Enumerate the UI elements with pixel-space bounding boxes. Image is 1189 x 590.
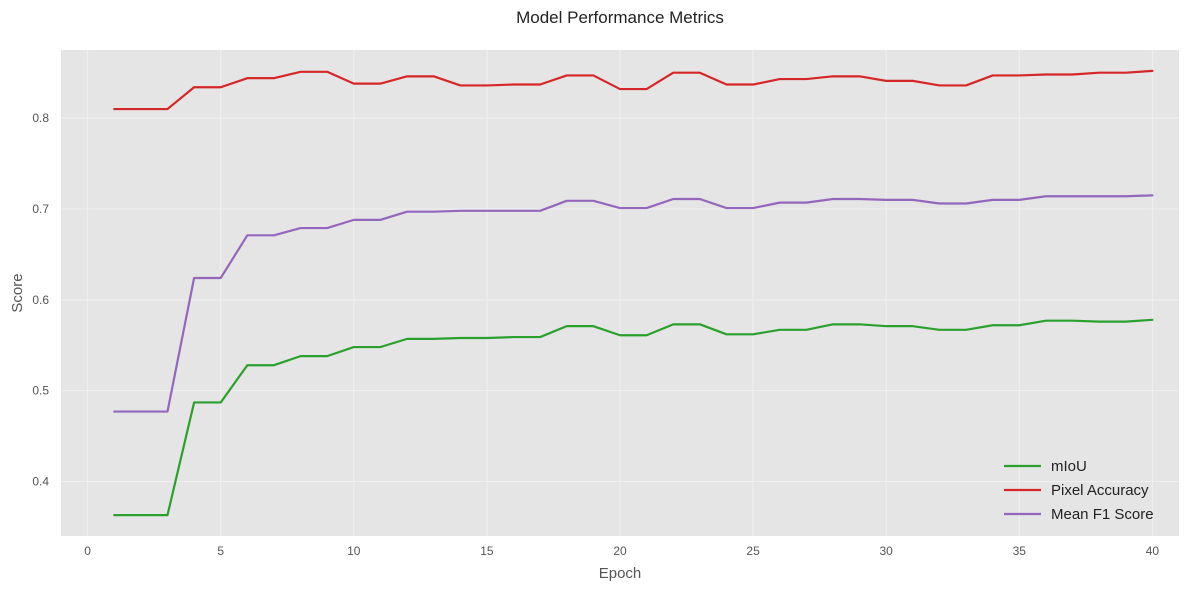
legend-label-mean-f1-score: Mean F1 Score <box>1051 506 1154 523</box>
legend: mIoU Pixel Accuracy Mean F1 Score <box>1004 458 1154 523</box>
series-line-mean-f1-score <box>113 194 1154 413</box>
y-tick-label: 0.8 <box>32 111 49 125</box>
x-tick-label: 10 <box>347 544 361 558</box>
x-ticks: 0 5 10 15 20 25 30 35 40 <box>84 544 1159 558</box>
y-tick-label: 0.6 <box>32 293 49 307</box>
x-tick-label: 15 <box>480 544 494 558</box>
y-ticks: 0.4 0.5 0.6 0.7 0.8 <box>32 111 49 488</box>
series-layer <box>113 69 1154 517</box>
x-tick-label: 0 <box>84 544 91 558</box>
y-tick-label: 0.7 <box>32 202 49 216</box>
y-axis-label: Score <box>9 273 26 312</box>
x-tick-label: 5 <box>217 544 224 558</box>
x-tick-label: 20 <box>613 544 627 558</box>
series-line-pixel-accuracy <box>113 69 1154 111</box>
x-axis-label: Epoch <box>599 565 642 582</box>
chart-title: Model Performance Metrics <box>516 8 724 27</box>
legend-label-pixel-accuracy: Pixel Accuracy <box>1051 482 1149 499</box>
y-tick-label: 0.5 <box>32 384 49 398</box>
series-line-miou <box>113 318 1154 517</box>
x-tick-label: 25 <box>746 544 760 558</box>
x-tick-label: 40 <box>1146 544 1160 558</box>
x-tick-label: 30 <box>880 544 894 558</box>
x-tick-label: 35 <box>1013 544 1027 558</box>
legend-label-miou: mIoU <box>1051 458 1087 475</box>
y-tick-label: 0.4 <box>32 474 49 488</box>
grid-lines <box>61 50 1179 536</box>
